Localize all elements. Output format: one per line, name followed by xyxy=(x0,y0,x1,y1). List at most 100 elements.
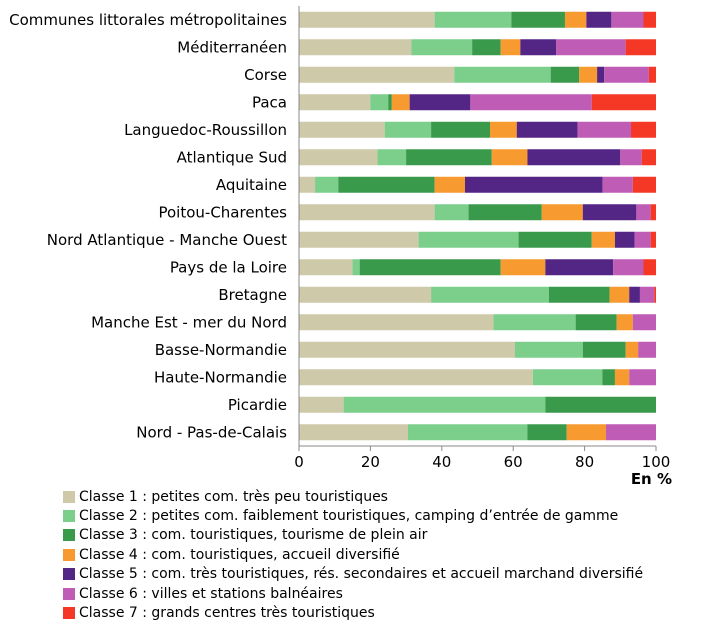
bar-segment xyxy=(409,94,471,111)
bar-segment xyxy=(454,66,551,83)
bar-segment xyxy=(636,204,651,221)
bar-segment xyxy=(299,341,515,358)
bar-segment xyxy=(654,286,656,303)
legend-item: Classe 4 : com. touristiques, accueil di… xyxy=(63,545,703,564)
category-label: Nord Atlantique - Manche Ouest xyxy=(47,231,287,249)
bar-segment xyxy=(541,204,583,221)
bar-segment xyxy=(634,231,651,248)
bar-segment xyxy=(511,11,565,28)
x-tick-label: 0 xyxy=(294,453,304,471)
bar-segment xyxy=(434,204,469,221)
legend-item: Classe 7 : grands centres très touristiq… xyxy=(63,603,703,622)
bar-segment xyxy=(591,94,656,111)
bar-segment xyxy=(299,11,435,28)
bar-segment xyxy=(629,369,656,386)
bar-segment xyxy=(493,314,576,331)
x-tick-label: 60 xyxy=(504,453,523,471)
legend-swatch xyxy=(63,587,75,600)
bar-segment xyxy=(490,121,517,138)
legend-swatch xyxy=(63,548,75,561)
bar-segment xyxy=(434,11,512,28)
bar-segment xyxy=(299,286,432,303)
bar-segment xyxy=(625,39,656,56)
bar-segment xyxy=(518,231,592,248)
bar-segment xyxy=(384,121,432,138)
legend-label: Classe 3 : com. touristiques, tourisme d… xyxy=(79,527,428,544)
bar-segment xyxy=(632,314,656,331)
bar-segment xyxy=(604,66,649,83)
bar-segment xyxy=(638,341,656,358)
bar-segment xyxy=(611,11,644,28)
bar-segment xyxy=(388,94,392,111)
category-label: Paca xyxy=(252,93,287,111)
category-label: Manche Est - mer du Nord xyxy=(91,313,287,331)
bar-segment xyxy=(625,341,639,358)
bar-segment xyxy=(577,121,632,138)
bar-segment xyxy=(620,149,642,166)
bar-segment xyxy=(500,39,521,56)
bar-segment xyxy=(299,259,353,276)
bar-segment xyxy=(556,39,626,56)
bar-segment xyxy=(491,149,528,166)
bar-segment xyxy=(609,286,630,303)
legend-label: Classe 5 : com. très touristiques, rés. … xyxy=(79,566,644,583)
x-axis-title: En % xyxy=(631,470,672,487)
category-label: Nord - Pas-de-Calais xyxy=(136,423,287,441)
bar-segment xyxy=(514,341,583,358)
bar-segment xyxy=(564,11,587,28)
legend-label: Classe 1 : petites com. très peu tourist… xyxy=(79,488,388,505)
bar-segment xyxy=(299,231,419,248)
bar-segment xyxy=(650,231,656,248)
legend-label: Classe 6 : villes et stations balnéaires xyxy=(79,585,343,602)
bar-segment xyxy=(579,66,598,83)
bar-segment xyxy=(299,396,344,413)
legend-item: Classe 1 : petites com. très peu tourist… xyxy=(63,487,703,506)
bar-segment xyxy=(643,11,656,28)
bar-segment xyxy=(629,286,640,303)
bar-segment xyxy=(500,259,546,276)
legend-swatch xyxy=(63,568,75,581)
bar-segment xyxy=(591,231,615,248)
bar-segment xyxy=(299,39,412,56)
bar-segment xyxy=(566,424,607,441)
bar-segment xyxy=(411,39,473,56)
bar-segment xyxy=(641,149,656,166)
bar-segment xyxy=(602,369,615,386)
category-label: Atlantique Sud xyxy=(177,148,287,166)
bar-segment xyxy=(639,286,655,303)
bar-segment xyxy=(586,11,612,28)
bar-segment xyxy=(315,176,339,193)
bar-segment xyxy=(582,204,637,221)
bar-segment xyxy=(650,204,656,221)
legend-label: Classe 2 : petites com. faiblement touri… xyxy=(79,508,619,525)
x-tick-label: 100 xyxy=(642,453,671,471)
bar-segment xyxy=(299,121,385,138)
bar-segment xyxy=(299,176,316,193)
bar-segment xyxy=(407,424,528,441)
bar-segment xyxy=(548,286,610,303)
legend-swatch xyxy=(63,490,75,503)
bar-segment xyxy=(550,66,580,83)
category-label: Pays de la Loire xyxy=(170,258,287,276)
bar-segment xyxy=(470,94,592,111)
bar-segment xyxy=(359,259,501,276)
category-label: Bretagne xyxy=(218,286,287,304)
bar-segment xyxy=(597,66,605,83)
x-tick-label: 40 xyxy=(432,453,451,471)
bar-segment xyxy=(606,424,656,441)
bar-segment xyxy=(545,396,656,413)
bar-segment xyxy=(431,286,549,303)
bar-segment xyxy=(299,314,494,331)
bar-segment xyxy=(418,231,519,248)
legend-item: Classe 3 : com. touristiques, tourisme d… xyxy=(63,526,703,545)
bar-segment xyxy=(299,149,378,166)
x-tick-label: 80 xyxy=(575,453,594,471)
category-label: Languedoc-Roussillon xyxy=(124,121,287,139)
bar-segment xyxy=(370,94,389,111)
legend-item: Classe 6 : villes et stations balnéaires xyxy=(63,584,703,603)
bar-segment xyxy=(434,176,466,193)
category-label: Picardie xyxy=(228,396,287,414)
bar-segment xyxy=(575,314,617,331)
bar-segment xyxy=(406,149,492,166)
